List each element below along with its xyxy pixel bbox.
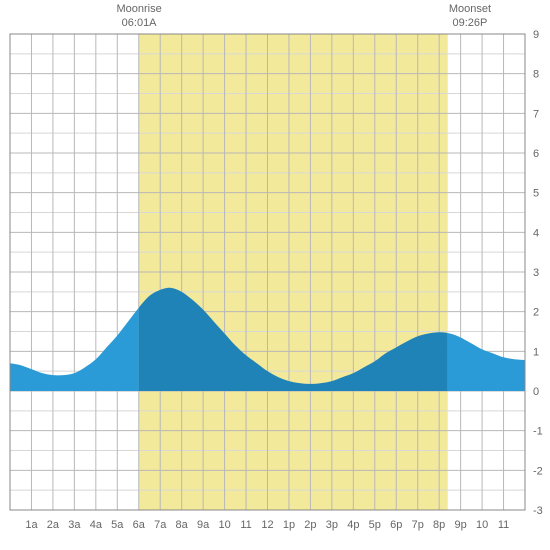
x-tick-label: 4p	[347, 519, 359, 531]
x-tick-label: 8a	[176, 519, 189, 531]
x-tick-label: 10	[476, 519, 488, 531]
x-tick-label: 4a	[90, 519, 103, 531]
y-tick-label: 8	[533, 69, 539, 81]
x-tick-label: 11	[498, 519, 509, 531]
y-tick-label: 9	[533, 29, 539, 41]
chart-canvas: -3-2-101234567891a2a3a4a5a6a7a8a9a101112…	[0, 0, 550, 550]
y-tick-label: 4	[533, 227, 539, 239]
x-tick-label: 7a	[154, 519, 167, 531]
x-tick-label: 1p	[283, 519, 295, 531]
y-tick-label: 6	[533, 148, 539, 160]
tide-chart: Moonrise 06:01A Moonset 09:26P -3-2-1012…	[0, 0, 550, 550]
x-tick-label: 5p	[369, 519, 381, 531]
y-tick-label: 0	[533, 386, 539, 398]
x-tick-label: 11	[240, 519, 251, 531]
y-tick-label: -1	[533, 426, 543, 438]
y-tick-label: 3	[533, 267, 539, 279]
y-tick-label: 7	[533, 108, 539, 120]
y-tick-label: 5	[533, 188, 539, 200]
x-tick-label: 9a	[197, 519, 210, 531]
x-tick-label: 7p	[412, 519, 424, 531]
y-tick-label: -3	[533, 505, 543, 517]
x-tick-label: 8p	[433, 519, 445, 531]
x-tick-label: 10	[218, 519, 230, 531]
x-tick-label: 2p	[304, 519, 316, 531]
x-tick-label: 12	[261, 519, 273, 531]
y-tick-label: 2	[533, 307, 539, 319]
x-tick-label: 3p	[326, 519, 338, 531]
x-tick-label: 9p	[455, 519, 467, 531]
x-tick-label: 1a	[25, 519, 38, 531]
x-tick-label: 6a	[133, 519, 146, 531]
x-tick-label: 6p	[390, 519, 402, 531]
y-tick-label: 1	[533, 346, 539, 358]
x-tick-label: 2a	[47, 519, 60, 531]
x-tick-label: 5a	[111, 519, 124, 531]
y-tick-label: -2	[533, 465, 543, 477]
x-tick-label: 3a	[68, 519, 81, 531]
